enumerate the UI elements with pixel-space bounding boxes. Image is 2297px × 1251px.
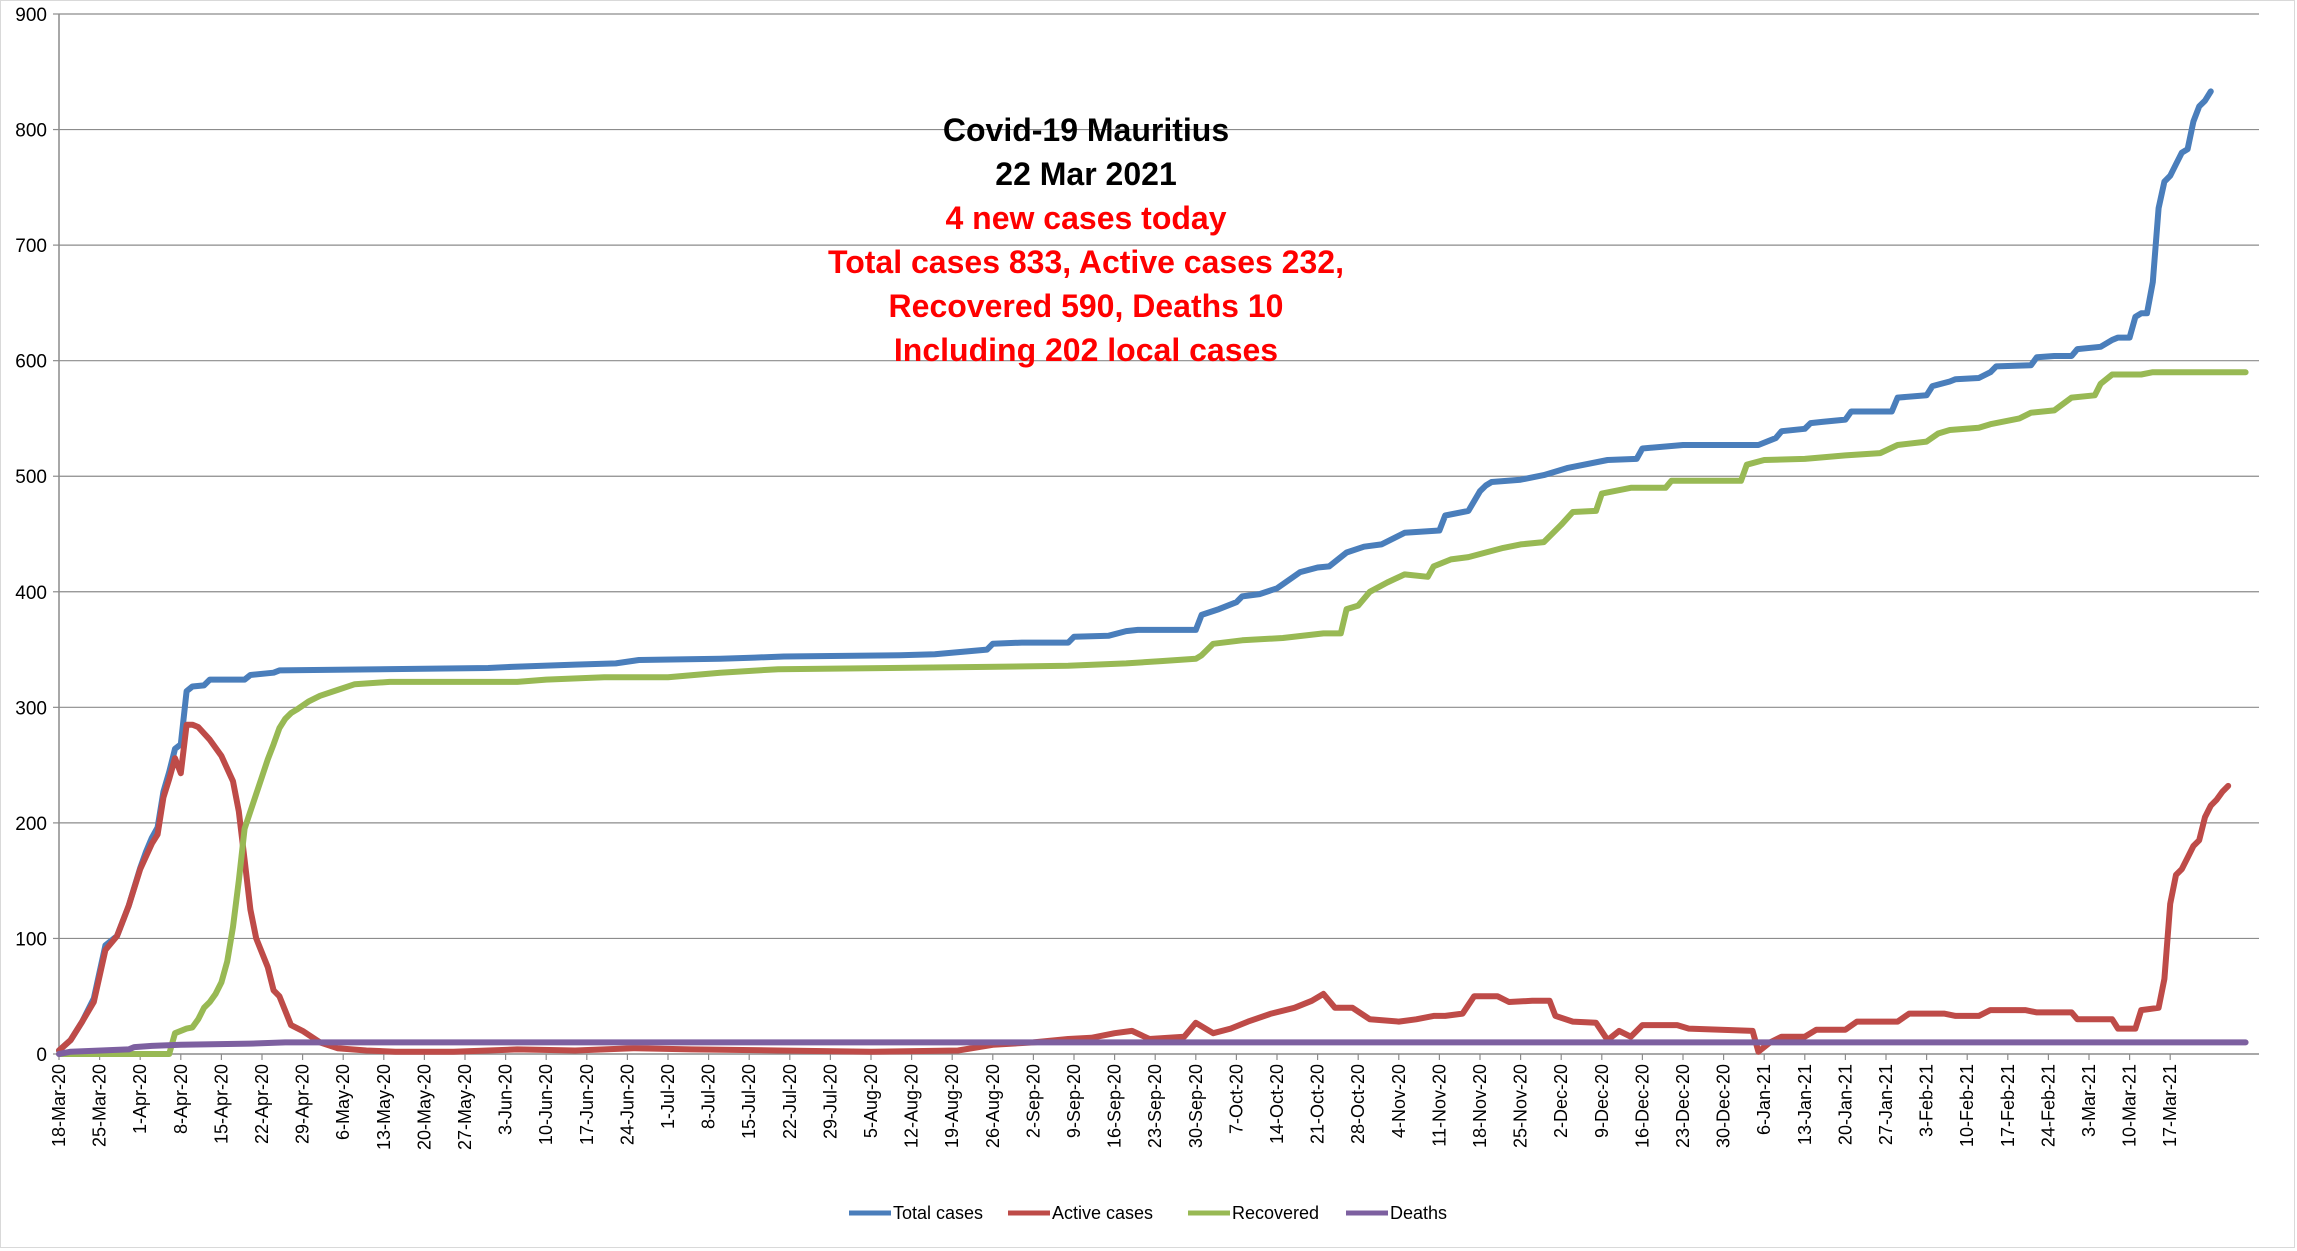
- x-tick-label: 2-Dec-20: [1551, 1064, 1571, 1138]
- x-tick-label: 6-May-20: [333, 1064, 353, 1140]
- x-tick-label: 10-Feb-21: [1957, 1064, 1977, 1147]
- x-tick-label: 10-Jun-20: [536, 1064, 556, 1145]
- x-tick-label: 27-May-20: [455, 1064, 475, 1150]
- y-tick-label: 100: [15, 929, 47, 950]
- x-tick-label: 17-Jun-20: [577, 1064, 597, 1145]
- x-tick-label: 28-Oct-20: [1348, 1064, 1368, 1144]
- x-tick-label: 30-Sep-20: [1186, 1064, 1206, 1148]
- y-tick-labels: 0 100 200 300 400 500 600 700 800 900: [15, 5, 47, 1066]
- x-tick-label: 15-Jul-20: [739, 1064, 759, 1139]
- x-tick-label: 17-Mar-21: [2160, 1064, 2180, 1147]
- x-tick-label: 6-Jan-21: [1754, 1064, 1774, 1135]
- x-tick-label: 29-Apr-20: [293, 1064, 313, 1144]
- x-tick-label: 4-Nov-20: [1389, 1064, 1409, 1138]
- chart-title: Covid-19 Mauritius 22 Mar 2021 4 new cases…: [828, 112, 1344, 368]
- legend-label: Total cases: [893, 1203, 983, 1223]
- x-tick-label: 13-Jan-21: [1795, 1064, 1815, 1145]
- y-tick-label: 900: [15, 5, 47, 26]
- x-tick-label: 13-May-20: [374, 1064, 394, 1150]
- x-tick-label: 9-Dec-20: [1592, 1064, 1612, 1138]
- x-tick-label: 23-Sep-20: [1145, 1064, 1165, 1148]
- legend-label: Active cases: [1052, 1203, 1153, 1223]
- total-cases-line: [56, 88, 2214, 1054]
- x-tick-label: 25-Mar-20: [90, 1064, 110, 1147]
- x-tick-label: 22-Apr-20: [252, 1064, 272, 1144]
- gridlines: [59, 13, 2259, 940]
- active-cases-line: [56, 721, 2232, 1055]
- x-tick-label: 29-Jul-20: [820, 1064, 840, 1139]
- title-line: 4 new cases today: [945, 200, 1226, 236]
- legend-item: Active cases: [1008, 1203, 1153, 1223]
- legend-label: Deaths: [1390, 1203, 1447, 1223]
- x-tick-label: 14-Oct-20: [1267, 1064, 1287, 1144]
- legend-item: Recovered: [1188, 1203, 1319, 1223]
- x-tick-label: 19-Aug-20: [942, 1064, 962, 1148]
- title-line: 22 Mar 2021: [995, 156, 1176, 192]
- x-tick-label: 26-Aug-20: [983, 1064, 1003, 1148]
- recovered-line: [56, 369, 2249, 1057]
- series-lines: [56, 88, 2249, 1057]
- x-tick-labels: 18-Mar-20 25-Mar-20 1-Apr-20 8-Apr-20 15-Apr…: [49, 1064, 2180, 1150]
- x-tick-label: 22-Jul-20: [780, 1064, 800, 1139]
- y-tick-label: 200: [15, 814, 47, 835]
- x-tick-label: 24-Jun-20: [617, 1064, 637, 1145]
- x-tick-label: 10-Mar-21: [2120, 1064, 2140, 1147]
- y-tick-label: 800: [15, 121, 47, 142]
- x-tick-label: 30-Dec-20: [1714, 1064, 1734, 1148]
- x-tick-label: 27-Jan-21: [1876, 1064, 1896, 1145]
- title-line: Including 202 local cases: [894, 332, 1278, 368]
- x-tick-label: 11-Nov-20: [1429, 1064, 1449, 1147]
- x-tick-label: 1-Jul-20: [658, 1064, 678, 1129]
- x-tick-label: 2-Sep-20: [1023, 1064, 1043, 1138]
- x-tick-label: 16-Sep-20: [1105, 1064, 1125, 1148]
- x-tick-label: 24-Feb-21: [2038, 1064, 2058, 1147]
- x-tick-label: 12-Aug-20: [902, 1064, 922, 1148]
- x-tick-label: 3-Jun-20: [496, 1064, 516, 1135]
- legend-item: Deaths: [1346, 1203, 1447, 1223]
- title-line: Recovered 590, Deaths 10: [889, 288, 1284, 324]
- x-tick-label: 20-Jan-21: [1835, 1064, 1855, 1145]
- x-tick-label: 20-May-20: [414, 1064, 434, 1150]
- y-tick-label: 600: [15, 352, 47, 373]
- y-tick-label: 300: [15, 698, 47, 719]
- x-tick-label: 17-Feb-21: [1998, 1064, 2018, 1147]
- x-tick-label: 1-Apr-20: [130, 1064, 150, 1134]
- title-line: Total cases 833, Active cases 232,: [828, 244, 1344, 280]
- y-tick-label: 0: [36, 1045, 47, 1066]
- y-tick-label: 700: [15, 236, 47, 257]
- x-tick-label: 9-Sep-20: [1064, 1064, 1084, 1138]
- x-tick-label: 16-Dec-20: [1632, 1064, 1652, 1148]
- legend-item: Total cases: [849, 1203, 983, 1223]
- y-tick-label: 500: [15, 467, 47, 488]
- legend-label: Recovered: [1232, 1203, 1319, 1223]
- x-tick-label: 5-Aug-20: [861, 1064, 881, 1138]
- x-tick-label: 15-Apr-20: [211, 1064, 231, 1144]
- x-tick-label: 8-Apr-20: [171, 1064, 191, 1134]
- y-tick-label: 400: [15, 583, 47, 604]
- x-tick-label: 18-Mar-20: [49, 1064, 69, 1147]
- x-tick-label: 18-Nov-20: [1470, 1064, 1490, 1148]
- x-tick-label: 25-Nov-20: [1511, 1064, 1531, 1148]
- title-line: Covid-19 Mauritius: [943, 112, 1229, 148]
- x-tick-label: 3-Mar-21: [2079, 1064, 2099, 1137]
- deaths-line: [56, 1039, 2249, 1057]
- legend: Total cases Active cases Recovered Deaths: [849, 1203, 1447, 1223]
- x-tick-label: 3-Feb-21: [1917, 1064, 1937, 1137]
- x-tick-label: 7-Oct-20: [1226, 1064, 1246, 1134]
- x-tick-label: 8-Jul-20: [699, 1064, 719, 1129]
- x-tick-label: 23-Dec-20: [1673, 1064, 1693, 1148]
- x-tick-label: 21-Oct-20: [1308, 1064, 1328, 1144]
